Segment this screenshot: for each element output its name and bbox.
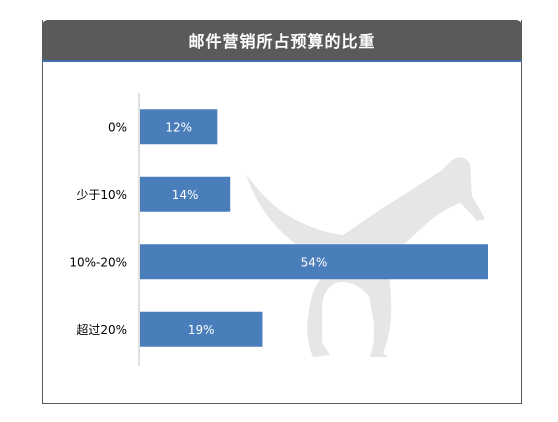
bar-value-label-0: 12% — [165, 120, 192, 134]
category-label-2: 10%-20% — [69, 255, 127, 269]
bar-value-label-1: 14% — [172, 188, 199, 202]
bar-2 — [140, 244, 488, 280]
bar-value-label-3: 19% — [188, 323, 215, 337]
bar-3 — [140, 311, 263, 347]
bar-0 — [140, 109, 218, 145]
chart-title: 邮件营销所占预算的比重 — [188, 32, 376, 51]
category-label-0: 0% — [108, 120, 127, 134]
category-label-3: 超过20% — [76, 322, 127, 337]
chart-header: 邮件营销所占预算的比重 — [42, 20, 522, 62]
category-label-1: 少于10% — [76, 188, 127, 202]
bar-value-label-2: 54% — [301, 255, 328, 269]
bar-1 — [140, 176, 231, 212]
